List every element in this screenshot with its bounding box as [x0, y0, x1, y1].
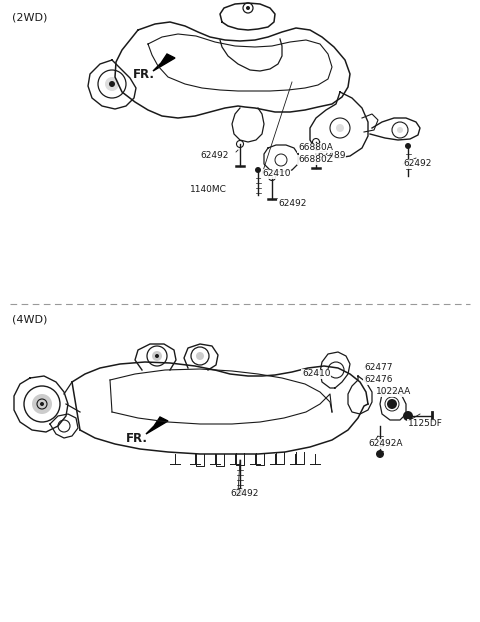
Circle shape: [40, 402, 44, 406]
Text: 62410: 62410: [302, 369, 331, 379]
Text: 62492: 62492: [403, 159, 432, 169]
Circle shape: [387, 399, 397, 409]
Circle shape: [403, 411, 413, 421]
Circle shape: [236, 488, 244, 496]
Text: 62410: 62410: [262, 170, 290, 179]
Circle shape: [405, 143, 411, 149]
Circle shape: [246, 6, 250, 10]
Text: FR.: FR.: [126, 432, 148, 445]
Text: 62492: 62492: [278, 200, 306, 208]
Text: 1140MC: 1140MC: [190, 185, 227, 195]
Text: 66880Z: 66880Z: [298, 156, 333, 164]
Circle shape: [155, 354, 159, 358]
Text: 62489: 62489: [317, 152, 346, 160]
Text: FR.: FR.: [133, 68, 155, 81]
Text: 62492: 62492: [230, 490, 258, 498]
Circle shape: [312, 139, 320, 146]
Text: 62492A: 62492A: [368, 440, 403, 448]
Circle shape: [32, 394, 52, 414]
Circle shape: [376, 450, 384, 458]
Circle shape: [109, 81, 115, 87]
Text: 1022AA: 1022AA: [376, 388, 411, 396]
Circle shape: [237, 141, 243, 147]
Text: 66880A: 66880A: [298, 144, 333, 152]
Text: (2WD): (2WD): [12, 12, 48, 22]
Polygon shape: [153, 54, 175, 71]
Circle shape: [268, 174, 276, 180]
Text: 62477: 62477: [364, 363, 393, 373]
Circle shape: [255, 167, 261, 173]
Circle shape: [196, 352, 204, 360]
Polygon shape: [146, 417, 168, 434]
Circle shape: [397, 127, 403, 133]
Circle shape: [105, 77, 119, 91]
Text: (4WD): (4WD): [12, 314, 48, 324]
Circle shape: [336, 124, 344, 132]
Text: 1125DF: 1125DF: [408, 419, 443, 429]
Circle shape: [152, 351, 162, 361]
Text: 62492: 62492: [200, 152, 228, 160]
Text: 62476: 62476: [364, 376, 393, 384]
